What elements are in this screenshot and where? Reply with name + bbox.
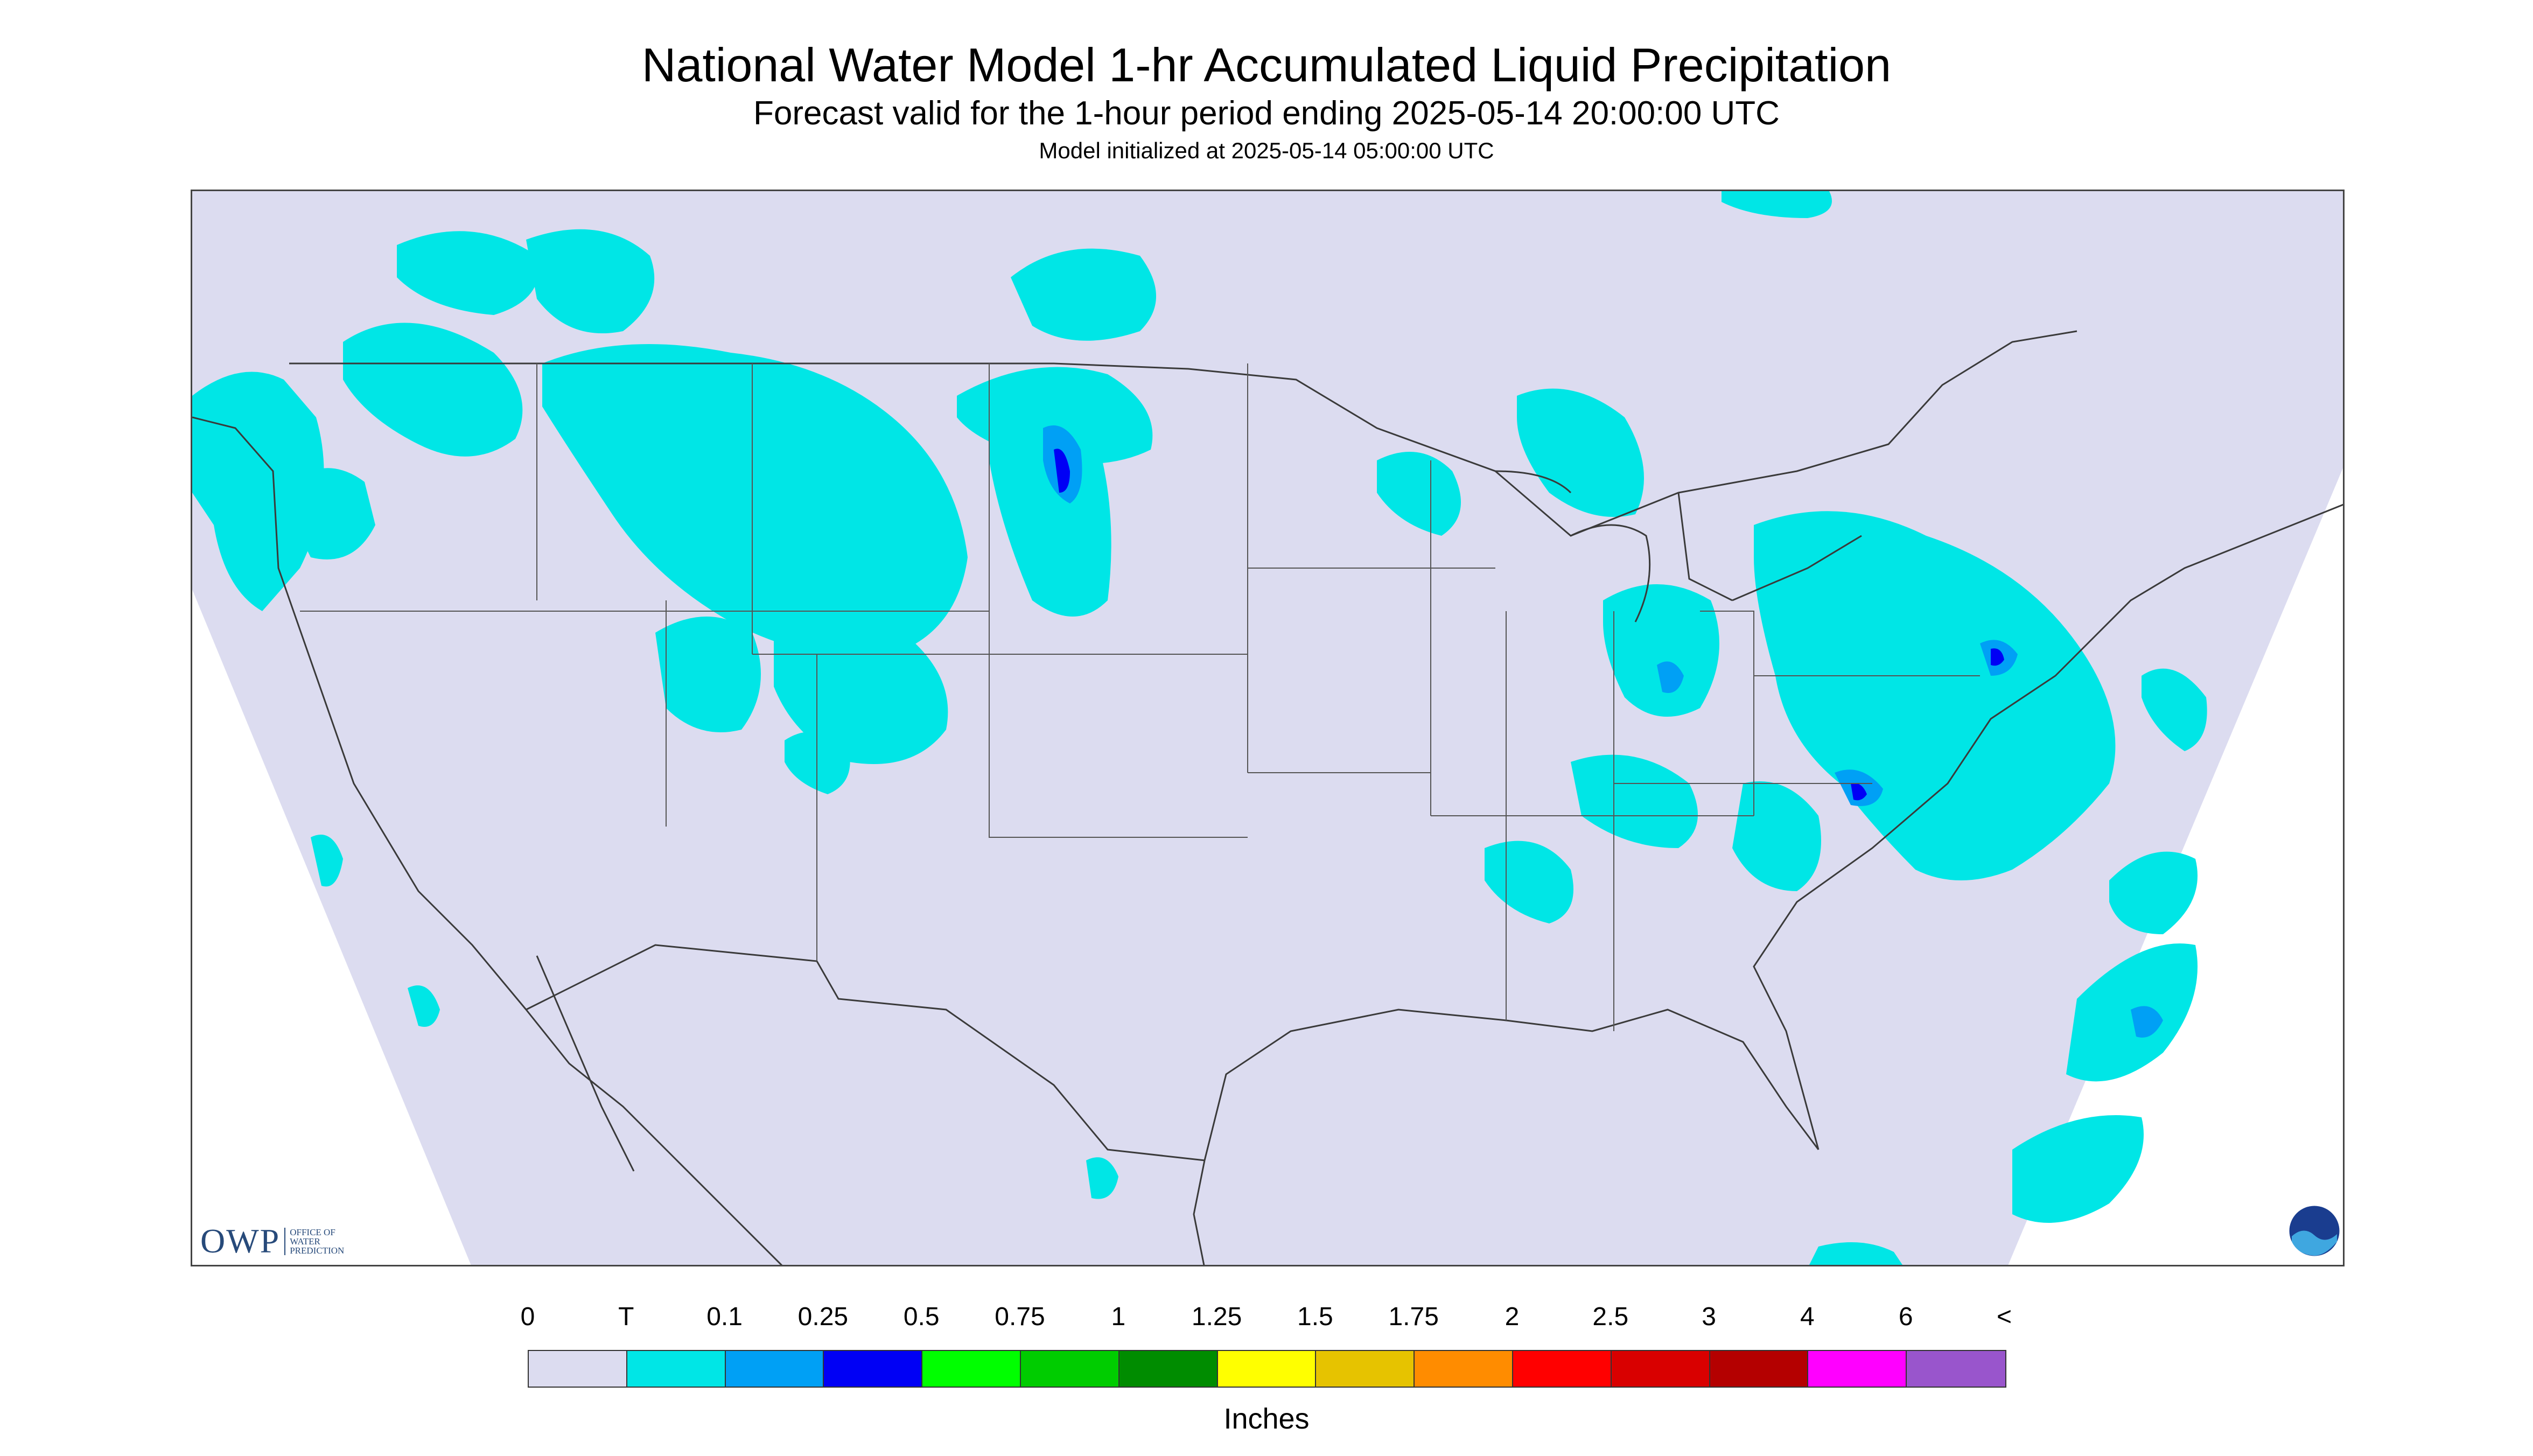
mexico-west-coast — [525, 1009, 783, 1265]
baja — [536, 955, 635, 1172]
us-mexico-border — [526, 944, 1205, 1161]
owp-logo-subtext: OFFICE OF WATER PREDICTION — [284, 1227, 365, 1255]
boundaries — [192, 330, 2343, 1265]
east-coast — [1753, 503, 2343, 1150]
legend-swatch — [1710, 1351, 1809, 1387]
map-canvas — [192, 191, 2343, 1265]
map-title: National Water Model 1-hr Accumulated Li… — [641, 38, 1892, 92]
owp-logo: OWP OFFICE OF WATER PREDICTION — [200, 1221, 365, 1261]
legend-units: Inches — [1223, 1403, 1310, 1435]
legend-label: 0 — [520, 1303, 535, 1331]
precip-light — [192, 191, 2207, 1265]
legend-label: 1.5 — [1297, 1303, 1333, 1331]
legend-swatch — [922, 1351, 1021, 1387]
noaa-logo-icon — [2287, 1204, 2341, 1258]
legend-label: 0.25 — [797, 1303, 849, 1331]
legend-colorbar — [528, 1350, 2006, 1388]
legend-label: 0.5 — [903, 1303, 940, 1331]
legend-label: 2 — [1505, 1303, 1520, 1331]
legend-label: 1.75 — [1388, 1303, 1439, 1331]
legend-swatch — [1119, 1351, 1218, 1387]
legend-label: 1 — [1111, 1303, 1126, 1331]
legend-swatch — [1415, 1351, 1513, 1387]
legend-label: < — [1996, 1303, 2012, 1331]
legend-label: 0.1 — [706, 1303, 743, 1331]
legend-labels: 0 T 0.1 0.25 0.5 0.75 1 1.25 1.5 1.75 2 2.5 3 4 6 < — [0, 1302, 2533, 1334]
legend-swatch — [1513, 1351, 1612, 1387]
legend-label: 0.75 — [995, 1303, 1045, 1331]
great-lakes — [1495, 470, 1862, 622]
legend-swatch — [627, 1351, 726, 1387]
legend-swatch — [824, 1351, 923, 1387]
west-coast — [192, 416, 527, 1010]
legend-label: 4 — [1800, 1303, 1815, 1331]
legend-label: 3 — [1702, 1303, 1716, 1331]
state-lines — [300, 363, 1980, 1031]
map-subtitle: Forecast valid for the 1-hour period end… — [753, 95, 1780, 132]
legend-label: 1.25 — [1191, 1303, 1242, 1331]
legend-swatch — [1611, 1351, 1710, 1387]
legend-swatch — [1217, 1351, 1317, 1387]
legend-swatch — [529, 1351, 627, 1387]
model-init-time: Model initialized at 2025-05-14 05:00:00… — [1039, 138, 1494, 163]
precip-heavy — [1054, 449, 2004, 801]
gulf-coast — [1203, 1009, 1820, 1161]
legend-swatch — [1316, 1351, 1415, 1387]
precipitation-map[interactable] — [191, 190, 2345, 1266]
owp-logo-text: OWP — [200, 1222, 281, 1260]
legend-label: T — [618, 1303, 634, 1331]
legend-swatch — [1020, 1351, 1119, 1387]
legend-label: 6 — [1898, 1303, 1913, 1331]
legend-swatch — [725, 1351, 824, 1387]
noaa-logo — [2287, 1204, 2341, 1258]
legend-label: 2.5 — [1592, 1303, 1629, 1331]
legend-swatch — [1907, 1351, 2005, 1387]
mexico-gulf-coast — [1193, 1160, 1206, 1265]
legend-swatch — [1808, 1351, 1907, 1387]
